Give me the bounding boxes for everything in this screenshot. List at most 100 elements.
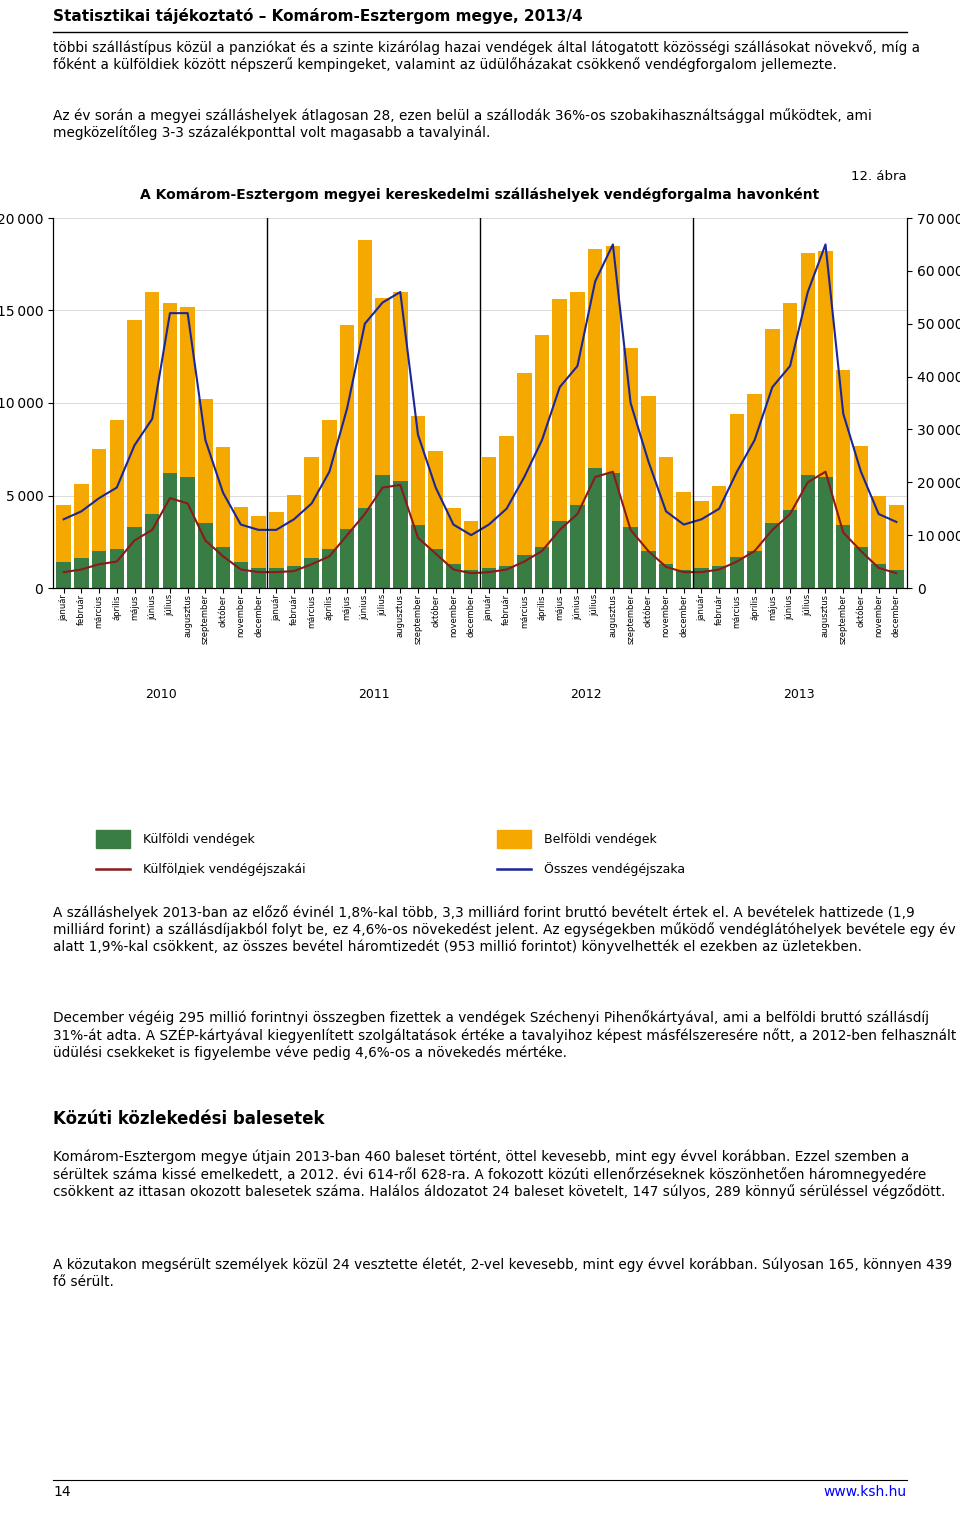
Bar <box>677 570 691 588</box>
Bar <box>233 562 248 588</box>
Bar <box>145 513 159 588</box>
Bar <box>641 551 656 588</box>
Bar <box>464 521 478 570</box>
Bar <box>570 292 585 504</box>
Bar <box>694 501 708 568</box>
Bar <box>269 568 283 588</box>
Bar <box>853 547 868 588</box>
Text: Az év során a megyei szálláshelyek átlagosan 28, ezen belül a szállodák 36%-os s: Az év során a megyei szálláshelyek átlag… <box>53 108 872 140</box>
Bar <box>712 486 727 567</box>
Bar <box>872 495 886 564</box>
Text: Külfölдiek vendégéjszakái: Külfölдiek vendégéjszakái <box>143 862 305 876</box>
Bar <box>109 550 124 588</box>
Bar <box>92 449 107 551</box>
Bar <box>340 528 354 588</box>
Bar <box>216 448 230 547</box>
Text: December végéig 295 millió forintnyi összegben fizettek a vendégek Széchenyi Pih: December végéig 295 millió forintnyi öss… <box>53 1010 956 1060</box>
Bar <box>641 396 656 551</box>
Bar <box>535 547 549 588</box>
Bar <box>889 570 903 588</box>
Bar <box>552 300 567 521</box>
Bar <box>730 414 744 556</box>
Bar <box>57 562 71 588</box>
Bar <box>659 457 673 564</box>
Bar <box>446 509 461 564</box>
Bar <box>570 504 585 588</box>
Bar <box>74 559 88 588</box>
Bar <box>588 468 603 588</box>
Bar <box>782 510 798 588</box>
Bar <box>92 551 107 588</box>
Bar <box>198 524 212 588</box>
Bar <box>411 416 425 525</box>
Text: Külföldi vendégek: Külföldi vendégek <box>143 833 254 845</box>
Bar <box>606 474 620 588</box>
Text: 2011: 2011 <box>358 688 390 701</box>
Text: A Komárom-Esztergom megyei kereskedelmi szálláshelyek vendégforgalma havonként: A Komárom-Esztergom megyei kereskedelmi … <box>140 187 820 203</box>
Text: Statisztikai tájékoztató – Komárom-Esztergom megye, 2013/4: Statisztikai tájékoztató – Komárom-Eszte… <box>53 8 583 24</box>
Bar <box>323 420 337 550</box>
Bar <box>464 570 478 588</box>
Bar <box>497 830 531 848</box>
Bar <box>57 504 71 562</box>
Bar <box>730 556 744 588</box>
Bar <box>128 320 142 527</box>
Bar <box>287 567 301 588</box>
Bar <box>872 564 886 588</box>
Bar <box>552 521 567 588</box>
Bar <box>162 474 178 588</box>
Bar <box>535 335 549 547</box>
Bar <box>198 399 212 524</box>
Bar <box>96 830 130 848</box>
Bar <box>623 347 637 527</box>
Bar <box>357 241 372 509</box>
Bar <box>694 568 708 588</box>
Bar <box>836 370 851 525</box>
Bar <box>623 527 637 588</box>
Bar <box>411 525 425 588</box>
Text: A szálláshelyek 2013-ban az előző évinél 1,8%-kal több, 3,3 milliárd forint brut: A szálláshelyek 2013-ban az előző évinél… <box>53 905 956 953</box>
Bar <box>180 306 195 477</box>
Bar <box>801 475 815 588</box>
Bar <box>323 550 337 588</box>
Bar <box>606 245 620 474</box>
Bar <box>712 567 727 588</box>
Text: 12. ábra: 12. ábra <box>852 171 907 183</box>
Bar <box>482 568 496 588</box>
Bar <box>659 564 673 588</box>
Text: A közutakon megsérült személyek közül 24 vesztette életét, 2-vel kevesebb, mint : A közutakon megsérült személyek közül 24… <box>53 1258 952 1288</box>
Bar <box>180 477 195 588</box>
Text: Összes vendégéjszaka: Összes vendégéjszaka <box>544 862 685 876</box>
Bar <box>517 554 532 588</box>
Bar <box>216 547 230 588</box>
Bar <box>357 509 372 588</box>
Bar <box>393 292 408 481</box>
Bar <box>499 567 514 588</box>
Text: Belföldi vendégek: Belföldi vendégek <box>544 833 657 845</box>
Text: Komárom-Esztergom megye útjain 2013-ban 460 baleset történt, öttel kevesebb, min: Komárom-Esztergom megye útjain 2013-ban … <box>53 1150 946 1199</box>
Bar <box>145 292 159 513</box>
Bar <box>836 525 851 588</box>
Text: többi szállástípus közül a panziókat és a szinte kizárólag hazai vendégek által : többi szállástípus közül a panziókat és … <box>53 40 920 72</box>
Text: 2010: 2010 <box>145 688 177 701</box>
Bar <box>588 250 603 468</box>
Bar <box>748 394 762 551</box>
Bar <box>375 475 390 588</box>
Bar <box>801 253 815 475</box>
Bar <box>428 451 443 550</box>
Text: Közúti közlekedési balesetek: Közúti közlekedési balesetek <box>53 1110 324 1129</box>
Bar <box>252 516 266 568</box>
Bar <box>782 303 798 510</box>
Bar <box>446 564 461 588</box>
Bar <box>269 512 283 568</box>
Bar <box>765 329 780 524</box>
Bar <box>287 495 301 567</box>
Bar <box>304 457 319 559</box>
Bar <box>109 420 124 550</box>
Bar <box>818 251 832 477</box>
Text: 2013: 2013 <box>783 688 815 701</box>
Bar <box>677 492 691 570</box>
Bar <box>162 303 178 474</box>
Bar <box>818 477 832 588</box>
Text: www.ksh.hu: www.ksh.hu <box>824 1485 907 1499</box>
